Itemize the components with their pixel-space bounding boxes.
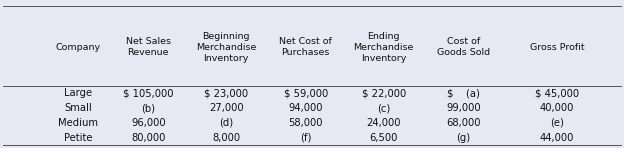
Text: Net Cost of
Purchases: Net Cost of Purchases (280, 37, 332, 57)
Text: 96,000: 96,000 (131, 118, 165, 128)
Text: 99,000: 99,000 (446, 103, 480, 113)
Text: 27,000: 27,000 (209, 103, 243, 113)
Text: Cost of
Goods Sold: Cost of Goods Sold (437, 37, 490, 57)
Text: Large: Large (64, 88, 92, 98)
Text: 6,500: 6,500 (369, 133, 398, 143)
Text: Small: Small (64, 103, 92, 113)
Text: (b): (b) (141, 103, 155, 113)
Text: $ 59,000: $ 59,000 (284, 88, 328, 98)
Text: (e): (e) (550, 118, 564, 128)
Text: (f): (f) (300, 133, 311, 143)
Text: 44,000: 44,000 (540, 133, 574, 143)
Text: 58,000: 58,000 (288, 118, 323, 128)
Text: $ 45,000: $ 45,000 (535, 88, 579, 98)
Text: $ 105,000: $ 105,000 (123, 88, 173, 98)
Text: (g): (g) (456, 133, 470, 143)
Text: 8,000: 8,000 (212, 133, 240, 143)
Text: 94,000: 94,000 (288, 103, 323, 113)
Text: Beginning
Merchandise
Inventory: Beginning Merchandise Inventory (196, 32, 256, 63)
Text: 68,000: 68,000 (446, 118, 480, 128)
Text: $ 23,000: $ 23,000 (204, 88, 248, 98)
Text: 40,000: 40,000 (540, 103, 574, 113)
Text: Ending
Merchandise
Inventory: Ending Merchandise Inventory (354, 32, 414, 63)
Text: (c): (c) (377, 103, 391, 113)
Text: (d): (d) (219, 118, 233, 128)
Text: Medium: Medium (58, 118, 98, 128)
Text: Net Sales
Revenue: Net Sales Revenue (125, 37, 171, 57)
Text: Company: Company (56, 43, 100, 52)
Text: Gross Profit: Gross Profit (530, 43, 584, 52)
Text: 80,000: 80,000 (131, 133, 165, 143)
Text: Petite: Petite (64, 133, 92, 143)
Text: 24,000: 24,000 (366, 118, 401, 128)
Text: $    (a): $ (a) (447, 88, 480, 98)
Text: $ 22,000: $ 22,000 (362, 88, 406, 98)
